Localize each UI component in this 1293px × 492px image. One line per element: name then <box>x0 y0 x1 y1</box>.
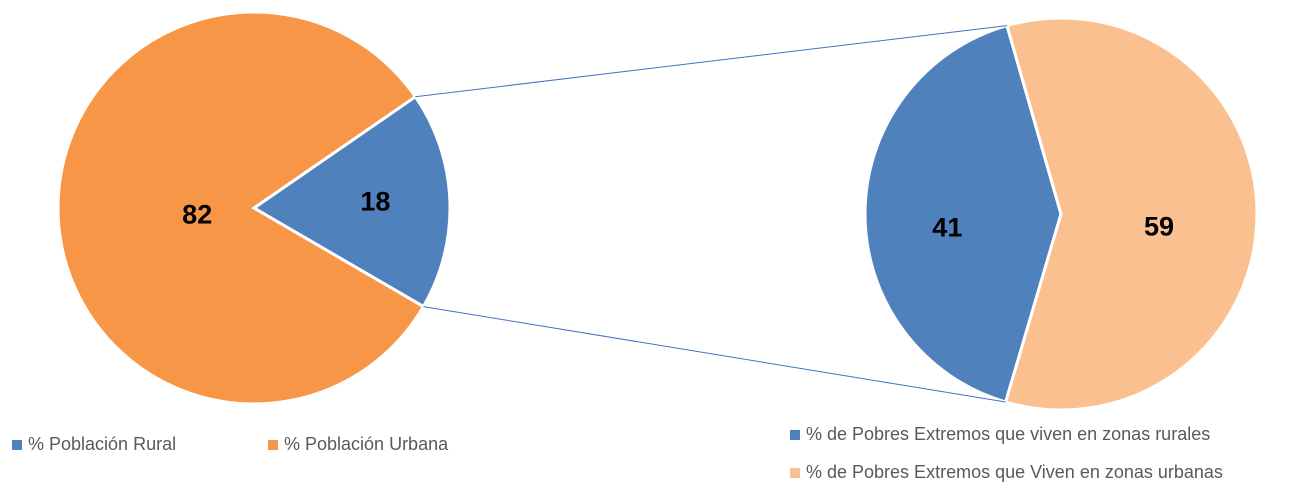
legend-label: % de Pobres Extremos que viven en zonas … <box>806 424 1210 444</box>
legend-marker <box>790 430 800 440</box>
legend-label: % Población Urbana <box>284 434 449 454</box>
data-label: 18 <box>360 186 390 216</box>
pie-slice <box>863 23 1063 404</box>
legend-label: % Población Rural <box>28 434 176 454</box>
pie-slice <box>56 10 426 406</box>
data-label: 41 <box>932 213 962 243</box>
legend-marker <box>268 440 278 450</box>
legend-label: % de Pobres Extremos que Viven en zonas … <box>806 462 1223 482</box>
legend-marker <box>790 468 800 478</box>
connector-line <box>415 25 1008 98</box>
pie-slice <box>1003 16 1259 412</box>
pie-slice <box>251 94 452 309</box>
data-label: 82 <box>182 199 212 229</box>
connector-line <box>423 306 1006 403</box>
legend-marker <box>12 440 22 450</box>
data-label: 59 <box>1144 211 1174 241</box>
